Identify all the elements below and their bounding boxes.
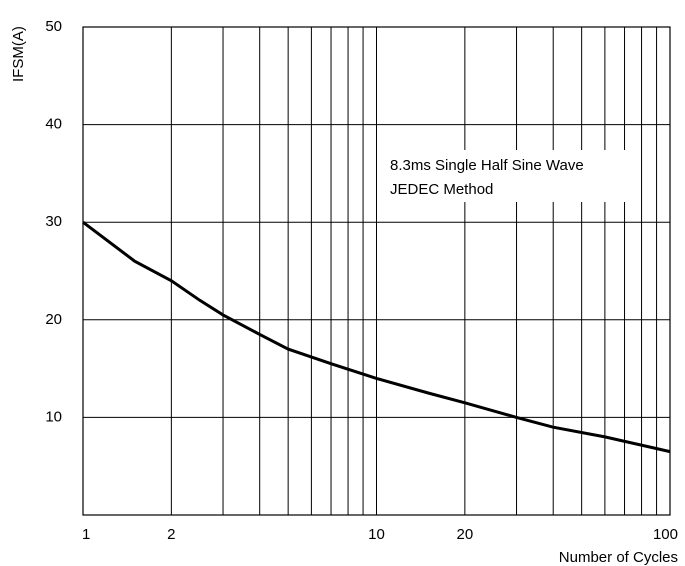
- annotation-line-2: JEDEC Method: [390, 181, 493, 198]
- plot-frame: [82, 26, 671, 516]
- x-axis-title: Number of Cycles: [559, 549, 678, 566]
- y-axis-title: IFSM(A): [10, 26, 27, 82]
- annotation-line-1: 8.3ms Single Half Sine Wave: [390, 157, 584, 174]
- x-tick-label: 1: [82, 526, 90, 543]
- y-tick-label: 40: [45, 116, 62, 133]
- y-tick-label: 20: [45, 311, 62, 328]
- y-tick-label: 10: [45, 408, 62, 425]
- annotation-background: [382, 150, 634, 202]
- x-tick-label: 10: [368, 526, 385, 543]
- y-tick-label: 50: [45, 18, 62, 35]
- y-tick-label: 30: [45, 213, 62, 230]
- surge-current-curve: [82, 221, 671, 454]
- x-tick-label: 20: [457, 526, 474, 543]
- annotation-box: [382, 150, 634, 202]
- tick-labels: 1 2 10 20 100 10 20 30 40 50: [45, 18, 678, 543]
- x-tick-label: 2: [167, 526, 175, 543]
- x-tick-label: 100: [653, 526, 678, 543]
- grid-lines: [83, 27, 670, 515]
